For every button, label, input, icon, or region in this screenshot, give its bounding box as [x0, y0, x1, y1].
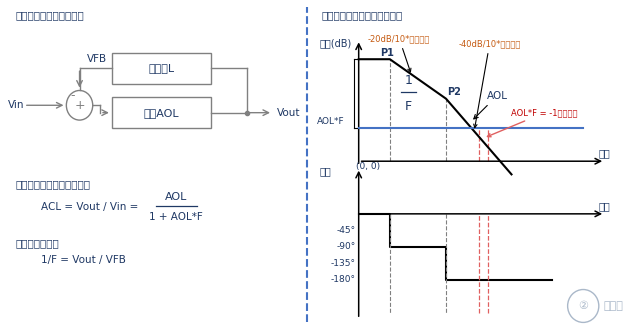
Text: 负反馈放大电路的闭环增益: 负反馈放大电路的闭环增益	[15, 179, 90, 189]
Text: VFB: VFB	[87, 54, 107, 64]
FancyBboxPatch shape	[112, 97, 212, 128]
Text: 频率: 频率	[599, 201, 610, 211]
Text: 1: 1	[404, 74, 413, 87]
Text: P1: P1	[381, 48, 394, 58]
Text: 运放负反馈放大电路模型: 运放负反馈放大电路模型	[15, 10, 84, 20]
Text: 频率: 频率	[599, 148, 610, 158]
Text: -: -	[70, 89, 74, 102]
Text: AOL: AOL	[165, 192, 187, 202]
Text: 负反馈L: 负反馈L	[149, 63, 175, 73]
Text: 相位: 相位	[319, 166, 331, 176]
Text: -40dB/10*倍频衰减: -40dB/10*倍频衰减	[459, 39, 521, 128]
Text: Vin: Vin	[8, 100, 25, 110]
Text: +: +	[74, 99, 85, 112]
FancyBboxPatch shape	[112, 53, 212, 84]
Text: AOL: AOL	[474, 91, 508, 119]
Text: 增益(dB): 增益(dB)	[319, 38, 352, 48]
Text: AOL*F = -1摆荡区域: AOL*F = -1摆荡区域	[488, 108, 578, 137]
Text: -20dB/10*倍频衰减: -20dB/10*倍频衰减	[368, 34, 430, 72]
Text: -135°: -135°	[331, 259, 355, 268]
Text: P2: P2	[447, 88, 461, 97]
Text: Vout: Vout	[277, 108, 301, 118]
Text: -45°: -45°	[336, 226, 355, 235]
Text: 日月辰: 日月辰	[604, 301, 623, 311]
Text: 运放负反馈放大电路摆渡模型: 运放负反馈放大电路摆渡模型	[321, 10, 403, 20]
Text: 反馈系数的倒数: 反馈系数的倒数	[15, 239, 59, 248]
Text: ACL = Vout / Vin =: ACL = Vout / Vin =	[42, 202, 139, 212]
Text: (0, 0): (0, 0)	[355, 163, 380, 171]
Text: F: F	[405, 100, 412, 114]
Text: 1 + AOL*F: 1 + AOL*F	[149, 212, 203, 222]
Text: ②: ②	[578, 301, 588, 311]
Text: -90°: -90°	[336, 242, 355, 251]
Text: -180°: -180°	[331, 275, 355, 284]
Text: AOL*F: AOL*F	[317, 117, 344, 126]
Text: 1/F = Vout / VFB: 1/F = Vout / VFB	[42, 255, 127, 265]
Text: 运放AOL: 运放AOL	[144, 108, 180, 118]
